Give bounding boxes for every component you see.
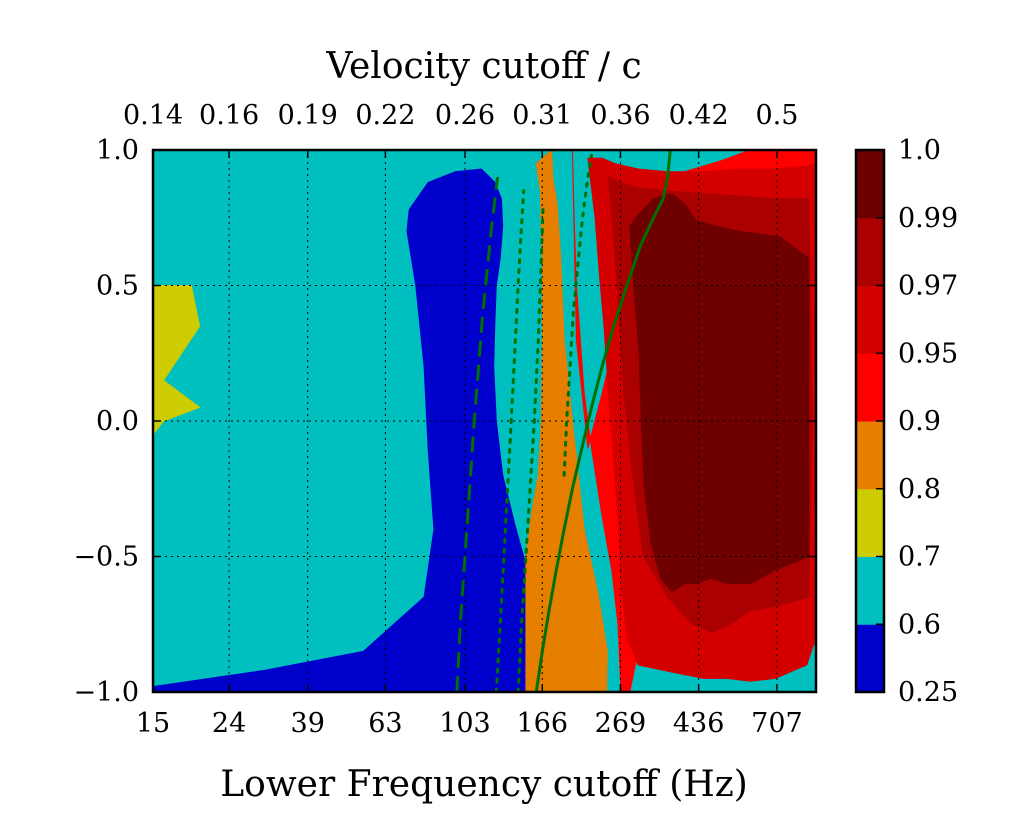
- colorbar-swatch: [856, 285, 884, 354]
- y-tick-label: −0.5: [73, 542, 139, 573]
- colorbar-label: 0.7: [898, 542, 941, 573]
- y-tick-label: 1.0: [96, 135, 139, 166]
- top-tick-label: 0.14: [123, 100, 183, 131]
- x-tick-label: 15: [136, 708, 170, 739]
- x-tick-label: 24: [212, 708, 246, 739]
- colorbar-label: 0.99: [898, 203, 958, 234]
- top-tick-label: 0.5: [755, 100, 798, 131]
- y-tick-label: 0.0: [96, 406, 139, 437]
- x-tick-labels: 15 24 39 63 103 166 269 436 707: [136, 708, 803, 739]
- x-tick-label: 39: [291, 708, 325, 739]
- gridlines: [153, 150, 816, 692]
- colorbar-label: 0.6: [898, 609, 941, 640]
- velocity-line-dotted: [562, 153, 593, 477]
- colorbar-label: 0.25: [898, 677, 958, 708]
- x-tick-label: 63: [368, 708, 402, 739]
- colorbar-swatch: [856, 488, 884, 557]
- colorbar-swatch: [856, 624, 884, 693]
- contour-band-0.7: [153, 285, 201, 436]
- top-tick-label: 0.36: [590, 100, 650, 131]
- colorbar-swatch: [856, 353, 884, 422]
- velocity-lines: [455, 150, 672, 692]
- top-tick-label: 0.22: [355, 100, 415, 131]
- top-tick-label: 0.16: [199, 100, 259, 131]
- colorbar-swatch: [856, 217, 884, 286]
- top-axis-label: Velocity cutoff / c: [325, 46, 641, 87]
- contour-band-0.99: [629, 192, 810, 593]
- velocity-line-dashed: [455, 176, 500, 692]
- colorbar-label: 0.9: [898, 406, 941, 437]
- top-tick-label: 0.19: [278, 100, 338, 131]
- colorbar-swatch: [856, 150, 884, 219]
- velocity-line-dotted: [516, 202, 545, 692]
- y-tick-label: −1.0: [73, 677, 139, 708]
- top-tick-label: 0.31: [512, 100, 572, 131]
- x-tick-label: 436: [673, 708, 725, 739]
- colorbar-label: 1.0: [898, 135, 941, 166]
- top-tick-label: 0.42: [669, 100, 729, 131]
- top-tick-labels: 0.14 0.16 0.19 0.22 0.26 0.31 0.36 0.42 0.5: [123, 100, 798, 131]
- top-tick-label: 0.26: [435, 100, 495, 131]
- colorbar-label: 0.95: [898, 338, 958, 369]
- colorbar-labels: 0.25 0.6 0.7 0.8 0.9 0.95 0.97 0.99 1.0: [876, 135, 958, 708]
- velocity-line-solid: [534, 150, 672, 692]
- x-axis-label: Lower Frequency cutoff (Hz): [220, 764, 747, 805]
- x-tick-label: 103: [439, 708, 491, 739]
- colorbar-label: 0.97: [898, 271, 958, 302]
- y-tick-labels: 1.0 0.5 0.0 −0.5 −1.0: [73, 135, 139, 708]
- colorbar-swatch: [856, 421, 884, 490]
- colorbar-swatch: [856, 556, 884, 625]
- y-tick-label: 0.5: [96, 271, 139, 302]
- axis-ticks: [152, 149, 816, 693]
- colorbar-label: 0.8: [898, 474, 941, 505]
- x-tick-label: 166: [516, 708, 568, 739]
- velocity-line-dotted: [494, 189, 526, 692]
- x-tick-label: 707: [751, 708, 803, 739]
- x-tick-label: 269: [595, 708, 647, 739]
